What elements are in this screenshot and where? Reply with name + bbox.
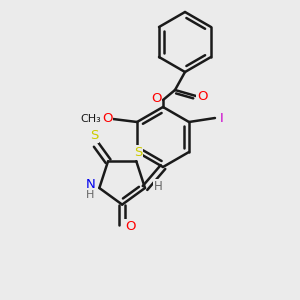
Text: O: O <box>151 92 161 106</box>
Text: O: O <box>125 220 135 233</box>
Text: S: S <box>90 130 98 142</box>
Text: H: H <box>154 179 162 193</box>
Text: N: N <box>85 178 95 191</box>
Text: O: O <box>197 89 207 103</box>
Text: O: O <box>102 112 112 124</box>
Text: CH₃: CH₃ <box>81 114 101 124</box>
Text: I: I <box>220 112 224 124</box>
Text: S: S <box>134 146 142 159</box>
Text: H: H <box>86 190 94 200</box>
